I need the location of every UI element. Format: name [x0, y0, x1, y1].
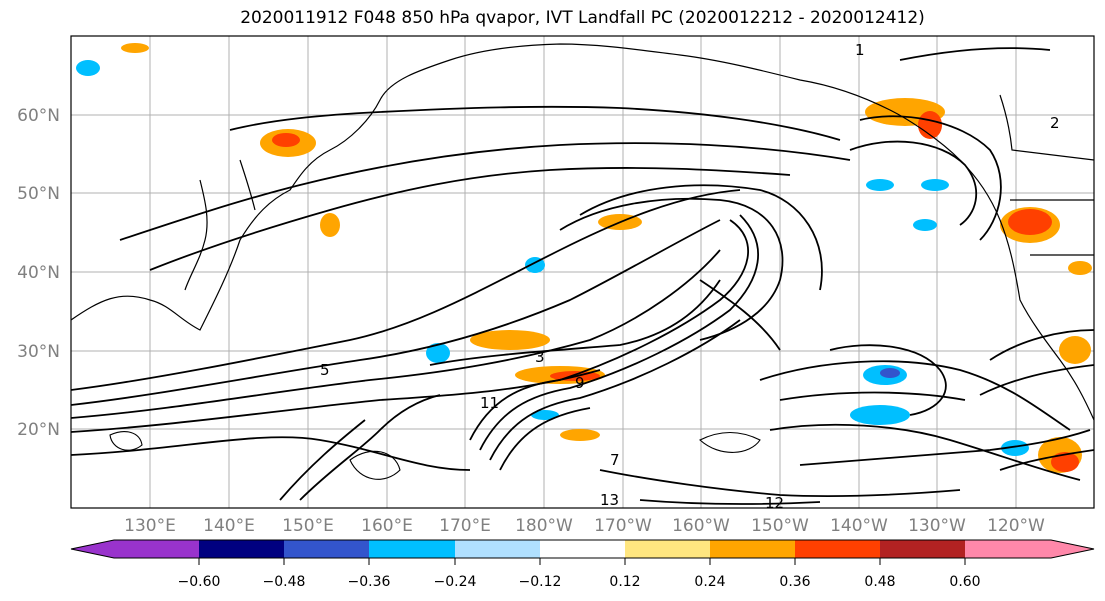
colorbar-segment — [369, 540, 455, 558]
colorbar-extend-low — [71, 540, 114, 558]
colorbar-segment — [625, 540, 710, 558]
colorbar-tick-label: 0.36 — [779, 574, 810, 590]
lon-label: 160°E — [361, 516, 413, 536]
colorbar-segment — [795, 540, 880, 558]
lat-label-20n: 20°N — [17, 420, 60, 440]
lon-label: 130°E — [124, 516, 176, 536]
colorbar-segment — [455, 540, 540, 558]
contour-label: 13 — [600, 491, 619, 509]
colorbar-outline — [70, 539, 1095, 559]
lon-label: 170°E — [439, 516, 491, 536]
map-border — [70, 35, 1095, 509]
lat-label-30n: 30°N — [17, 342, 60, 362]
map-title: 2020011912 F048 850 hPa qvapor, IVT Land… — [240, 8, 925, 28]
colorbar-tick-label: 0.60 — [949, 574, 980, 590]
colorbar-tick-label: −0.24 — [434, 574, 477, 590]
contour-labels: 1 2 3 5 7 9 11 12 13 — [320, 41, 1060, 512]
colorbar-tick-label: −0.60 — [178, 574, 221, 590]
colorbar-tick-label: 0.24 — [694, 574, 725, 590]
colorbar-tick-label: −0.48 — [263, 574, 306, 590]
lon-label: 120°W — [987, 516, 1045, 536]
colorbar-segment — [880, 540, 965, 558]
colorbar-segment — [284, 540, 369, 558]
lon-label: 180°W — [515, 516, 573, 536]
colorbar-extend-high — [1051, 540, 1094, 558]
colorbar-tick-label: −0.36 — [348, 574, 391, 590]
lon-label: 140°W — [830, 516, 888, 536]
lon-label: 150°W — [751, 516, 809, 536]
colorbar-segment — [114, 540, 199, 558]
shaded-anomaly-field — [76, 43, 1092, 473]
colorbar-segment — [199, 540, 284, 558]
lon-label: 160°W — [672, 516, 730, 536]
contour-label: 11 — [480, 394, 499, 412]
latitude-labels: 60°N 50°N 40°N 30°N 20°N — [17, 106, 60, 440]
contour-label: 7 — [610, 451, 620, 469]
colorbar-segments — [71, 540, 1094, 558]
contour-label: 3 — [535, 348, 545, 366]
colorbar-segment — [540, 540, 625, 558]
colorbar-tick-labels: −0.60 −0.48 −0.36 −0.24 −0.12 0.12 0.24 … — [178, 574, 981, 590]
colorbar-segment — [965, 540, 1051, 558]
lon-label: 130°W — [908, 516, 966, 536]
lat-label-50n: 50°N — [17, 184, 60, 204]
contour-label: 12 — [765, 494, 784, 512]
lon-label: 170°W — [594, 516, 652, 536]
colorbar-segment — [710, 540, 795, 558]
lat-label-40n: 40°N — [17, 263, 60, 283]
contour-label: 2 — [1050, 114, 1060, 132]
contour-lines — [71, 47, 1094, 505]
colorbar-tick-label: 0.48 — [864, 574, 895, 590]
colorbar: −0.60 −0.48 −0.36 −0.24 −0.12 0.12 0.24 … — [70, 539, 1095, 590]
contour-label: 5 — [320, 361, 330, 379]
longitude-labels: 130°E 140°E 150°E 160°E 170°E 180°W 170°… — [124, 516, 1045, 536]
lat-label-60n: 60°N — [17, 106, 60, 126]
lon-label: 150°E — [282, 516, 334, 536]
contour-label: 1 — [855, 41, 865, 59]
lon-label: 140°E — [203, 516, 255, 536]
coastlines — [71, 43, 1094, 421]
colorbar-tick-label: 0.12 — [609, 574, 640, 590]
colorbar-tick-label: −0.12 — [519, 574, 562, 590]
colorbar-ticks — [198, 558, 966, 565]
contour-label: 9 — [575, 374, 585, 392]
